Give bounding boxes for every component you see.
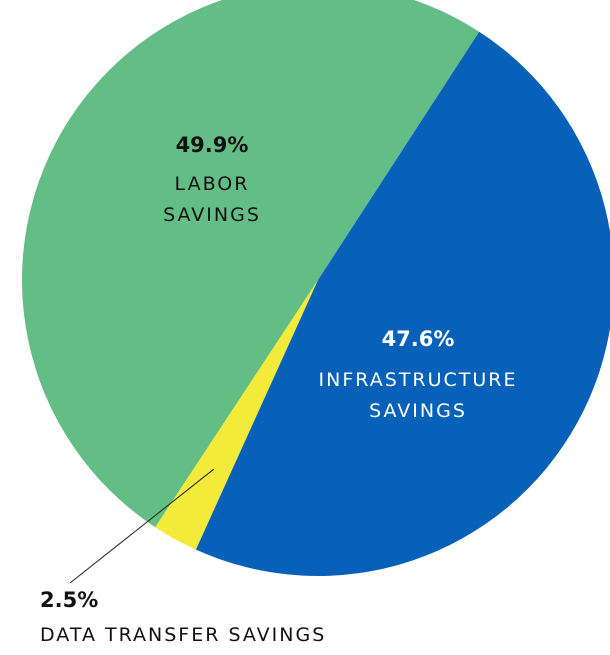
percent-label-labor-savings: 49.9% (176, 133, 249, 157)
leader-line-data-transfer-savings (69, 468, 215, 584)
percent-label-data-transfer-savings: 2.5% (40, 588, 98, 612)
pie-slice-data-transfer-savings (155, 280, 318, 550)
slice-label-infrastructure-savings-line-2: SAVINGS (369, 400, 467, 422)
pie-slice-labor-savings (22, 0, 480, 528)
slice-label-labor-savings-line-2: SAVINGS (163, 204, 261, 226)
slice-label-labor-savings-line-1: LABOR (175, 173, 250, 195)
pie-slice-infrastructure-savings (195, 31, 610, 576)
percent-label-infrastructure-savings: 47.6% (382, 327, 455, 351)
slice-label-data-transfer-savings-line-1: DATA TRANSFER SAVINGS (40, 624, 326, 646)
slice-label-infrastructure-savings-line-1: INFRASTRUCTURE (319, 369, 518, 391)
